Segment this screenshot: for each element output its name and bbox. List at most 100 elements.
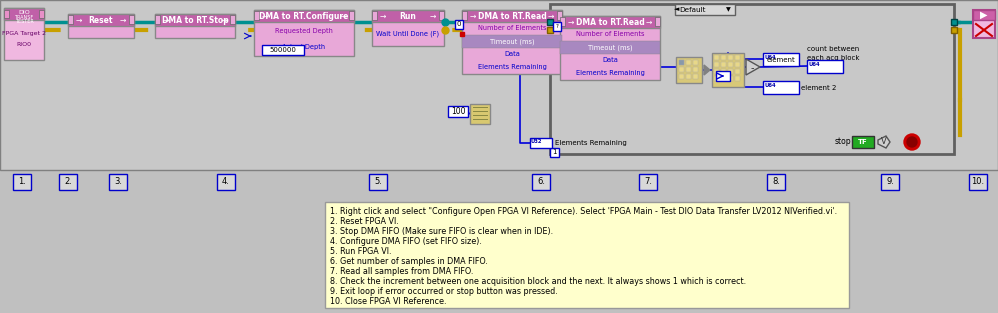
Text: →: → bbox=[261, 12, 268, 21]
Text: →: → bbox=[163, 16, 170, 25]
Bar bbox=[728, 55, 733, 60]
Text: U64: U64 bbox=[809, 62, 820, 67]
Bar bbox=[455, 20, 463, 29]
Text: 2. Reset FPGA VI.: 2. Reset FPGA VI. bbox=[330, 217, 399, 226]
Bar bbox=[852, 136, 874, 148]
Text: 2.: 2. bbox=[64, 177, 72, 187]
Bar bbox=[735, 55, 740, 60]
Text: 9. Exit loop if error occurred or stop button was pressed.: 9. Exit loop if error occurred or stop b… bbox=[330, 287, 558, 296]
Bar bbox=[155, 14, 235, 38]
Text: Timeout (ms): Timeout (ms) bbox=[490, 38, 534, 45]
Text: TF: TF bbox=[858, 139, 868, 145]
Text: 1.: 1. bbox=[18, 177, 26, 187]
Text: Data: Data bbox=[602, 58, 618, 64]
Bar bbox=[693, 60, 698, 65]
Text: 5. Run FPGA VI.: 5. Run FPGA VI. bbox=[330, 247, 391, 256]
Text: Number of Elements: Number of Elements bbox=[478, 25, 546, 32]
Text: RIO0: RIO0 bbox=[17, 42, 32, 47]
Text: Actual Depth: Actual Depth bbox=[282, 44, 325, 50]
Bar bbox=[714, 62, 719, 67]
Text: 3.: 3. bbox=[114, 177, 122, 187]
Text: ◄: ◄ bbox=[675, 7, 680, 13]
Bar bbox=[560, 17, 565, 26]
Bar bbox=[679, 60, 684, 65]
Text: 4. Configure DMA FIFO (set FIFO size).: 4. Configure DMA FIFO (set FIFO size). bbox=[330, 237, 482, 246]
Bar bbox=[553, 22, 561, 31]
Bar bbox=[735, 62, 740, 67]
Bar bbox=[254, 11, 259, 20]
Text: count between: count between bbox=[807, 46, 859, 52]
Bar bbox=[109, 174, 127, 190]
Bar bbox=[763, 81, 799, 94]
Polygon shape bbox=[878, 136, 890, 148]
Bar bbox=[560, 41, 660, 54]
Bar bbox=[716, 71, 730, 81]
Text: →: → bbox=[470, 12, 476, 21]
Bar bbox=[728, 76, 733, 81]
Text: DMA to RT.Read: DMA to RT.Read bbox=[576, 18, 645, 27]
Text: Wait Until Done (F): Wait Until Done (F) bbox=[376, 31, 439, 37]
Bar bbox=[973, 10, 995, 38]
Text: 10.: 10. bbox=[971, 177, 985, 187]
Bar bbox=[807, 60, 843, 73]
Bar bbox=[262, 45, 304, 55]
Bar bbox=[560, 16, 660, 80]
Bar bbox=[369, 174, 387, 190]
Text: 100: 100 bbox=[451, 107, 465, 116]
Text: TESTER: TESTER bbox=[15, 19, 33, 24]
Bar bbox=[728, 69, 733, 74]
Text: DMA to RT.Read: DMA to RT.Read bbox=[478, 12, 546, 21]
Text: Elements Remaining: Elements Remaining bbox=[555, 141, 627, 146]
Bar bbox=[693, 74, 698, 79]
Text: →: → bbox=[120, 16, 126, 25]
Text: Elements Remaining: Elements Remaining bbox=[576, 70, 645, 76]
Text: Run: Run bbox=[399, 12, 416, 21]
Bar bbox=[721, 76, 726, 81]
Bar bbox=[39, 10, 44, 18]
Bar bbox=[439, 11, 444, 20]
Text: TRANSF: TRANSF bbox=[14, 15, 34, 20]
Bar bbox=[254, 10, 354, 56]
Text: →: → bbox=[568, 18, 574, 27]
Bar bbox=[550, 4, 954, 154]
Bar bbox=[969, 174, 987, 190]
Bar bbox=[325, 202, 849, 308]
Text: →: → bbox=[380, 12, 386, 21]
Bar bbox=[712, 53, 744, 87]
Bar bbox=[714, 55, 719, 60]
Text: Data: Data bbox=[504, 52, 520, 58]
Text: DMA to RT.Stop: DMA to RT.Stop bbox=[162, 16, 229, 25]
Text: →: → bbox=[430, 12, 436, 21]
Text: →: → bbox=[646, 18, 652, 27]
Polygon shape bbox=[878, 136, 890, 148]
Text: U64: U64 bbox=[765, 55, 776, 60]
Bar bbox=[68, 14, 134, 26]
Bar bbox=[721, 55, 726, 60]
Bar bbox=[13, 174, 31, 190]
Bar bbox=[4, 8, 44, 20]
Text: Reset: Reset bbox=[89, 16, 113, 25]
Text: 7. Read all samples from DMA FIFO.: 7. Read all samples from DMA FIFO. bbox=[330, 267, 473, 276]
Text: U64: U64 bbox=[765, 83, 776, 88]
Bar bbox=[155, 15, 160, 24]
Bar bbox=[735, 69, 740, 74]
Text: 9.: 9. bbox=[886, 177, 894, 187]
Bar bbox=[714, 69, 719, 74]
Bar bbox=[59, 174, 77, 190]
Bar bbox=[767, 174, 785, 190]
Text: DMA to RT.Configure: DMA to RT.Configure bbox=[259, 12, 348, 21]
Text: 500000: 500000 bbox=[269, 47, 296, 53]
Text: Elements Remaining: Elements Remaining bbox=[478, 64, 547, 70]
Text: 3. Stop DMA FIFO (Make sure FIFO is clear when in IDE).: 3. Stop DMA FIFO (Make sure FIFO is clea… bbox=[330, 227, 553, 236]
Bar bbox=[217, 174, 235, 190]
Bar bbox=[721, 69, 726, 74]
Bar bbox=[728, 62, 733, 67]
Text: ▶: ▶ bbox=[980, 10, 988, 20]
Text: 7.: 7. bbox=[644, 177, 652, 187]
Bar bbox=[679, 74, 684, 79]
Bar bbox=[4, 10, 9, 18]
Bar bbox=[763, 53, 799, 66]
Bar bbox=[679, 67, 684, 72]
Bar bbox=[230, 15, 235, 24]
Bar bbox=[881, 174, 899, 190]
